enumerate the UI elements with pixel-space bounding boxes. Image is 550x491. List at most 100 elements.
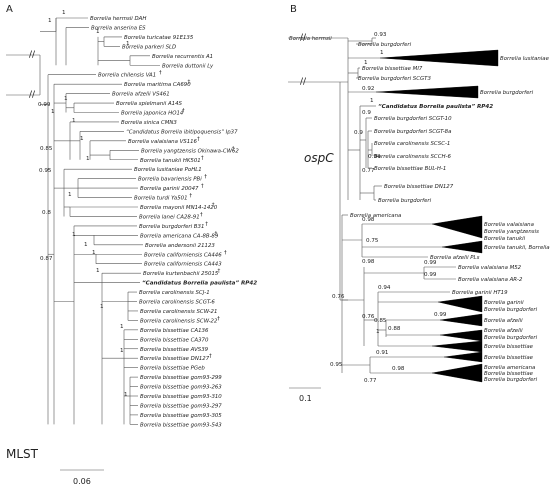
taxon-label: Borrelia valaisiana <box>484 222 534 228</box>
taxon-label: Borrelia yangtzensis <box>484 229 539 235</box>
taxon-label: “Candidatus Borrelia ibitipoquensis” Ip3… <box>126 129 238 135</box>
support-value: 0.76 <box>332 294 345 300</box>
panel-b-label: B <box>290 4 297 15</box>
taxon-label: Borrelia carolinensis SCW-21 <box>140 309 217 315</box>
support-value: 1 <box>124 392 128 398</box>
taxon-label: Borrelia bissettiae DN127 <box>140 356 210 362</box>
support-value: 0.99 <box>434 312 447 318</box>
taxon-label: Borrelia bissettiae gom93-310 <box>140 394 222 400</box>
support-value: 1 <box>86 156 90 162</box>
support-value: 1 <box>126 41 130 47</box>
dagger-mark: † <box>201 155 204 161</box>
taxon-label: Borrelia andersonii 21123 <box>145 243 215 249</box>
support-value: 0.9 <box>362 110 371 116</box>
axis-break-mark: // <box>300 33 307 43</box>
taxon-label: Borrelia bissettiae BUL-H-1 <box>374 166 446 172</box>
support-value: 0.8 <box>42 210 51 216</box>
panel-b-tree-label: ospC <box>304 151 334 165</box>
axis-break-mark: // <box>29 50 36 60</box>
taxon-label: Borrelia californiensis CA446 <box>144 252 222 258</box>
taxon-label: Borrelia bissettiae PGeb <box>140 366 205 372</box>
taxon-label: Borrelia burgdorferi B31 <box>139 224 204 230</box>
taxon-label: Borrelia afzelii PLs <box>430 255 480 261</box>
taxon-label: Borrelia bissettiae MI7 <box>362 66 423 72</box>
support-value: 1 <box>72 118 76 124</box>
support-value: 0.95 <box>39 168 52 174</box>
taxon-label: Borrelia bissettiae <box>484 344 534 350</box>
support-value: 0.92 <box>362 86 374 92</box>
support-value: 0.95 <box>330 362 343 368</box>
taxon-label: Borrelia bissettiae <box>484 355 534 361</box>
support-value: 1 <box>51 109 55 115</box>
dagger-mark: † <box>212 203 215 209</box>
collapsed-clade-triangle <box>431 363 483 383</box>
dagger-mark: † <box>204 174 207 180</box>
dagger-mark: † <box>159 70 162 76</box>
dagger-mark: † <box>200 212 203 218</box>
taxon-label: Borrelia bissettiae CA136 <box>140 328 209 334</box>
taxon-label: Borrelia maritima CA690 <box>124 82 191 88</box>
taxon-label: Borrelia burgdorferi <box>480 90 534 96</box>
taxon-label: Borrelia bissettiae gom93-297 <box>140 403 222 409</box>
support-value: 0.85 <box>40 146 53 152</box>
taxon-label: Borrelia burgdorferi <box>378 198 432 204</box>
taxon-label: Borrelia tanukii <box>484 236 526 242</box>
dagger-mark: † <box>217 316 220 322</box>
support-value: 0.94 <box>368 154 381 160</box>
taxon-label: Borrelia lusitaniae PoHL1 <box>134 167 202 173</box>
taxon-label: Borrelia spielmanii A14S <box>116 101 183 107</box>
taxon-label: Borrelia bissettiae gom93-543 <box>140 422 222 428</box>
taxon-label: Borrelia valaisiana VS116 <box>128 139 198 145</box>
taxon-label: Borrelia burgdorferi SCGT-10 <box>374 116 452 122</box>
taxon-label: Borrelia lanei CA28-91 <box>139 214 200 220</box>
support-value: 1 <box>380 50 384 56</box>
dagger-mark: † <box>197 136 200 142</box>
support-value: 1 <box>92 250 96 256</box>
taxon-label: Borrelia tanukii HK501 <box>140 158 201 164</box>
taxon-label: Borrelia afzelii <box>484 318 523 324</box>
taxon-label: “Candidatus Borrelia paulista” RP42 <box>142 281 257 287</box>
taxon-label: Borrelia garinii HT19 <box>452 290 508 296</box>
support-value: 1 <box>96 268 100 274</box>
support-value: 0.75 <box>366 238 379 244</box>
taxon-label: Borrelia hermsii <box>289 36 332 42</box>
taxon-label: Borrelia turdi Ya501 <box>134 196 188 202</box>
collapsed-clade-triangle <box>379 49 499 67</box>
support-value: 1 <box>68 192 72 198</box>
taxon-label: Borrelia garinii <box>484 300 524 306</box>
collapsed-clade-triangle <box>375 85 479 99</box>
collapsed-clade-triangle <box>439 329 483 342</box>
support-value: 1 <box>370 98 374 104</box>
support-value: 0.77 <box>362 168 375 174</box>
taxon-label: Borrelia duttonii Ly <box>162 63 214 69</box>
support-value: 1 <box>100 304 104 310</box>
panel-a-scale-label: 0.06 <box>73 477 91 486</box>
taxon-label: Borrelia burgdorferi <box>484 377 538 383</box>
support-value: 0.99 <box>424 260 437 266</box>
taxon-label: Borrelia carolinensis SCJ-1 <box>139 290 210 296</box>
taxon-label: Borrelia sinica CMN3 <box>121 120 177 126</box>
support-value: 0.98 <box>362 217 375 223</box>
support-value: 1 <box>364 60 368 66</box>
support-value: 1 <box>96 29 100 35</box>
dagger-mark: † <box>189 193 192 199</box>
mlst-tree: Borrelia hermsii DAH Borrelia anserina ES… <box>6 10 257 428</box>
taxon-label: Borrelia bissettiae gom93-263 <box>140 385 222 391</box>
support-value: 0.77 <box>364 378 377 384</box>
taxon-label: Borrelia afzelii <box>484 328 523 334</box>
taxon-label: Borrelia valaisiana AR-2 <box>458 277 523 283</box>
panel-a-label: A <box>6 4 13 15</box>
taxon-label: Borrelia afzelii VS461 <box>112 92 170 98</box>
taxon-label: Borrelia carolinensis SCCH-6 <box>374 154 451 160</box>
taxon-label: Borrelia valaisiana M52 <box>458 265 522 271</box>
taxon-label: Borrelia burgdorferi SCGT-8a <box>374 129 451 135</box>
support-value: 0.99 <box>424 272 437 278</box>
support-value: 1 <box>48 18 52 24</box>
support-value: 1 <box>80 136 84 142</box>
dagger-mark: † <box>188 80 191 86</box>
support-value: 1 <box>84 242 88 248</box>
taxon-label: Borrelia recurrentis A1 <box>152 54 213 60</box>
dagger-mark: † <box>232 146 235 152</box>
dagger-mark: † <box>209 354 212 360</box>
collapsed-clade-triangle <box>439 313 483 327</box>
